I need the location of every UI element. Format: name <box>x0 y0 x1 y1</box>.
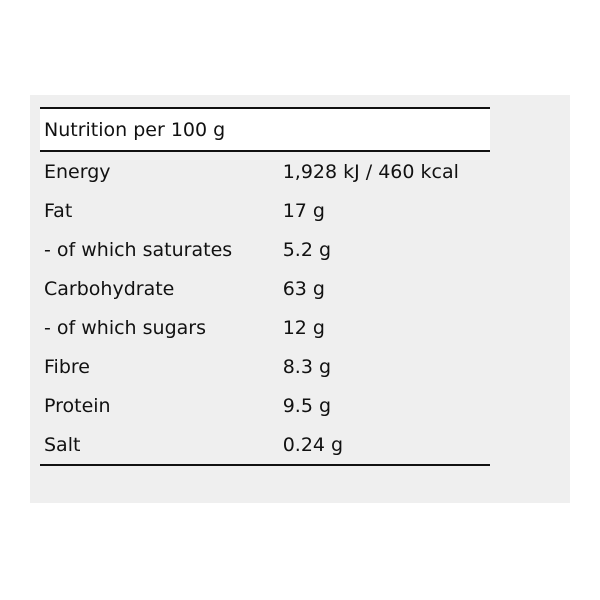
nutrient-row: Energy 1,928 kJ / 460 kcal <box>40 151 490 191</box>
nutrient-amount: 9.5 g <box>282 394 332 417</box>
nutrient-amount: 12 g <box>282 316 325 339</box>
nutrient-name: Fibre <box>44 355 90 378</box>
header-row: Nutrition per 100 g <box>40 107 490 152</box>
nutrient-amount: 8.3 g <box>282 355 332 378</box>
nutrient-row: Carbohydrate 63 g <box>40 269 490 308</box>
nutrient-name: Salt <box>40 425 263 466</box>
nutrient-amount: 63 g <box>282 277 325 300</box>
nutrient-row: Protein 9.5 g <box>40 386 490 425</box>
nutrient-amount: 1,928 kJ / 460 kcal <box>282 160 459 183</box>
nutrient-row: Salt 0.24 g <box>40 425 490 466</box>
nutrient-name: Energy <box>44 160 111 183</box>
nutrition-panel: Nutrition per 100 g Energy 1,928 kJ / 460… <box>30 95 570 503</box>
nutrient-amount: 0.24 g <box>262 425 490 466</box>
nutrient-name: - of which saturates <box>44 238 233 261</box>
nutrient-name: Fat <box>44 199 73 222</box>
nutrient-row: Fat 17 g <box>40 191 490 230</box>
nutrient-name: Protein <box>44 394 111 417</box>
table-header: Nutrition per 100 g <box>40 107 490 152</box>
nutrient-row: - of which sugars 12 g <box>40 308 490 347</box>
table-body: Energy 1,928 kJ / 460 kcal Fat 17 g - of whi… <box>40 151 490 466</box>
table-title: Nutrition per 100 g <box>40 107 490 152</box>
nutrient-name: Carbohydrate <box>44 277 175 300</box>
nutrient-row: Fibre 8.3 g <box>40 347 490 386</box>
nutrient-amount: 17 g <box>282 199 325 222</box>
nutrition-table: Nutrition per 100 g Energy 1,928 kJ / 460… <box>40 107 490 466</box>
nutrient-name: - of which sugars <box>44 316 206 339</box>
nutrient-amount: 5.2 g <box>282 238 332 261</box>
nutrient-row: - of which saturates 5.2 g <box>40 230 490 269</box>
